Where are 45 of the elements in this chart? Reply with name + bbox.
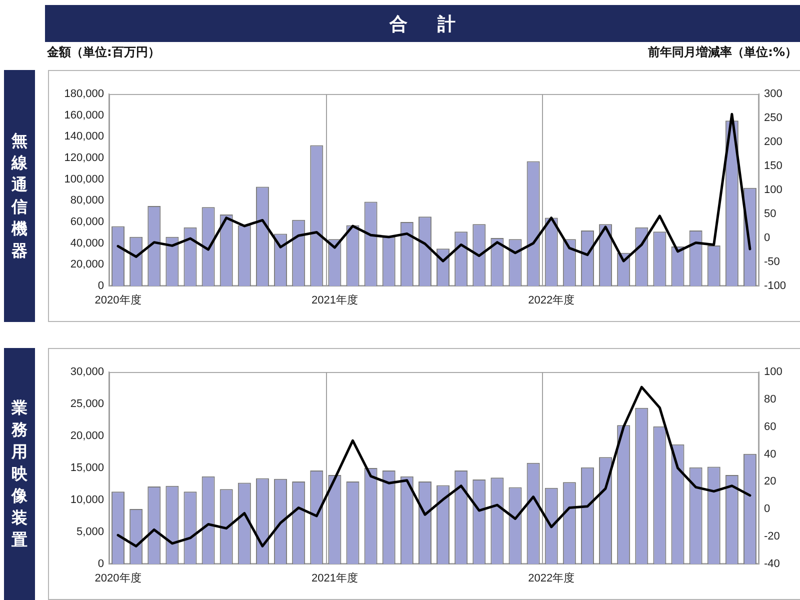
y2-tick-label: 0 — [764, 503, 770, 516]
y2-tick-label: 300 — [764, 88, 782, 100]
x-tick-label: 2020年度 — [94, 572, 142, 585]
y-tick-label: 180,000 — [64, 88, 104, 100]
y-tick-label: 100,000 — [64, 173, 104, 186]
y-tick-label: 10,000 — [70, 494, 104, 506]
y-tick-label: 0 — [98, 558, 104, 570]
text: 無線通信機器 — [12, 130, 28, 262]
y2-tick-label: 250 — [764, 112, 782, 124]
x-tick-label: 2020年度 — [94, 294, 142, 307]
y-tick-label: 60,000 — [70, 216, 104, 228]
y-tick-label: 40,000 — [70, 237, 104, 250]
y-tick-label: 120,000 — [64, 152, 104, 164]
x-tick-label: 2022年度 — [528, 572, 575, 585]
y2-tick-label: 80 — [764, 393, 776, 406]
y-tick-label: 0 — [98, 280, 104, 292]
y-axis-title: 金額（単位:百万円） — [47, 44, 160, 60]
x-tick-label: 2021年度 — [311, 572, 358, 585]
y2-tick-label: 60 — [764, 420, 776, 433]
y-tick-label: 30,000 — [70, 366, 104, 378]
y-tick-label: 20,000 — [70, 258, 104, 271]
y2-tick-label: -100 — [764, 280, 786, 292]
x-tick-label: 2021年度 — [311, 294, 358, 307]
x-tick-label: 2022年度 — [528, 294, 575, 307]
y2-tick-label: 100 — [764, 184, 782, 196]
y2-tick-label: 200 — [764, 136, 782, 148]
y-tick-label: 140,000 — [64, 130, 104, 143]
text: 業務用映像装置 — [12, 397, 28, 551]
y2-tick-label: -50 — [764, 256, 780, 268]
text: 合 計 — [390, 12, 462, 36]
y2-tick-label: 20 — [764, 476, 776, 488]
y-tick-label: 80,000 — [70, 194, 104, 207]
y-tick-label: 25,000 — [70, 398, 104, 410]
y-tick-label: 160,000 — [64, 109, 104, 122]
y-tick-label: 5,000 — [76, 526, 104, 538]
y2-tick-label: -20 — [764, 530, 780, 543]
y-tick-label: 20,000 — [70, 430, 104, 442]
y2-axis-title: 前年同月増減率（単位:%） — [648, 44, 797, 60]
y2-tick-label: 150 — [764, 160, 782, 172]
y-tick-label: 15,000 — [70, 462, 104, 474]
y2-tick-label: 0 — [764, 232, 770, 244]
y2-tick-label: 100 — [764, 366, 782, 378]
y2-tick-label: 50 — [764, 208, 776, 220]
y2-tick-label: 40 — [764, 448, 776, 460]
y2-tick-label: -40 — [764, 558, 780, 570]
